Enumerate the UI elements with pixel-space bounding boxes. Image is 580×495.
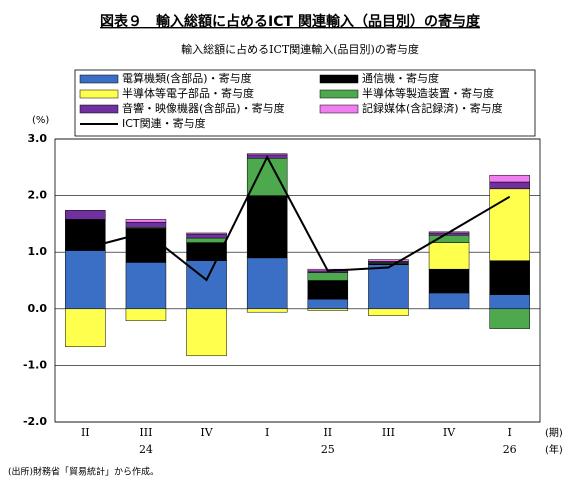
bar-segment [307,308,349,311]
bar-segment [489,260,530,295]
y-tick-label: 1.0 [28,245,48,258]
bar-segment [186,308,227,357]
bar-segment [368,259,409,262]
x-tick-label: III [139,426,152,439]
year-unit: (年) [545,443,563,456]
legend-swatch [319,74,359,84]
x-unit: (期) [545,427,563,439]
bar-segment [428,268,470,294]
bar-segment [368,264,409,310]
bar-segment [489,181,530,190]
year-label: 26 [503,443,517,456]
bar-segment [489,188,530,261]
legend-swatch [79,104,119,114]
legend-swatch [79,74,119,84]
bar-segment [65,308,106,347]
bar-segment [186,233,227,239]
bar-segment [489,174,530,183]
y-tick-label: 3.0 [28,132,48,145]
x-tick-label: IV [200,426,213,439]
x-tick-label: I [508,426,512,439]
bar-segment [65,250,106,310]
source: (出所)財務省「貿易統計」から作成。 [8,466,159,478]
bar-segment [307,272,349,281]
legend-label: 音響・映像機器(含部品)・寄与度 [122,101,285,115]
bar-segment [65,210,106,220]
bar-segment [125,308,167,321]
legend-swatch [319,89,359,99]
legend-label: 半導体等製造装置・寄与度 [362,86,494,100]
x-tick-label: IV [443,426,456,439]
y-tick-label: 0.0 [28,302,48,315]
y-tick-label: 2.0 [28,189,48,202]
bar-segment [246,195,288,259]
legend-label: ICT関連・寄与度 [122,116,206,130]
bar-segment [307,298,349,310]
bar-segment [368,308,409,316]
bar-segment [246,157,288,196]
year-label: 25 [321,443,335,456]
x-tick-label: I [265,426,269,439]
legend-label: 記録媒体(含記録済)・寄与度 [362,101,503,115]
y-tick-label: -1.0 [23,358,47,371]
x-tick-label: II [323,426,332,439]
bar-segment [125,219,167,223]
legend-label: 半導体等電子部品・寄与度 [122,86,254,100]
bar-segment [489,294,530,310]
bar-segment [428,292,470,310]
chart-subtitle: 輸入総額に占めるICT関連輸入(品目別)の寄与度 [181,42,419,56]
legend-swatch [79,89,119,99]
bar-segment [246,308,288,313]
bar-segment [307,280,349,300]
x-tick-label: III [382,426,395,439]
ict-line [85,154,511,282]
bar-segment [65,219,106,251]
y-tick-label: -2.0 [23,415,47,428]
legend-swatch [319,104,359,114]
legend-label: 通信機・寄与度 [362,71,439,85]
bar-segment [489,308,530,329]
y-unit: (%) [32,115,49,126]
chart-title: 図表９ 輸入総額に占めるICT 関連輸入（品目別）の寄与度 [100,13,481,30]
x-tick-label: II [81,426,90,439]
bar-segment [125,262,167,310]
legend-label: 電算機類(含部品)・寄与度 [122,71,252,85]
bar-segment [428,242,470,270]
bar-segment [186,232,227,235]
bar-segment [246,257,288,310]
bar-segment [186,237,227,243]
bar-segment [246,153,288,156]
year-label: 24 [139,443,153,456]
legend-box [74,69,536,137]
bar-segment [125,221,167,228]
bar-segment [125,228,167,263]
